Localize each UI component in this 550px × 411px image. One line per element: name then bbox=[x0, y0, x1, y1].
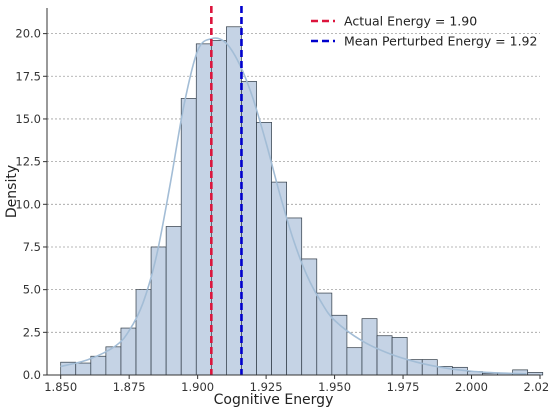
x-tick-label: 1.925 bbox=[250, 380, 283, 394]
y-tick-label: 5.0 bbox=[23, 283, 41, 297]
y-tick-label: 17.5 bbox=[15, 69, 41, 83]
legend-label-actual-energy: Actual Energy = 1.90 bbox=[344, 14, 477, 29]
reference-lines bbox=[210, 6, 243, 375]
legend-label-mean-perturbed-energy: Mean Perturbed Energy = 1.92 bbox=[344, 34, 537, 49]
y-tick-label: 12.5 bbox=[15, 155, 41, 169]
y-tick-label: 10.0 bbox=[15, 197, 41, 211]
x-tick-label: 1.950 bbox=[318, 380, 351, 394]
y-axis-ticks: 0.0 2.5 5.0 7.5 10.0 12.5 15.0 17.5 20.0 bbox=[15, 27, 47, 382]
histogram-bar bbox=[346, 347, 363, 376]
x-tick-label: 2.000 bbox=[455, 380, 488, 394]
histogram-bar bbox=[165, 226, 182, 376]
x-tick-label: 1.875 bbox=[113, 380, 146, 394]
legend: Actual Energy = 1.90 Mean Perturbed Ener… bbox=[311, 14, 537, 49]
x-tick-label: 2.025 bbox=[524, 380, 550, 394]
histogram-bar bbox=[421, 359, 438, 376]
histogram-bar bbox=[226, 26, 242, 376]
histogram-bar bbox=[180, 98, 197, 376]
kde-curve bbox=[60, 37, 527, 375]
x-tick-label: 1.850 bbox=[44, 380, 77, 394]
histogram-bar bbox=[241, 81, 257, 376]
histogram-bar bbox=[256, 122, 272, 376]
histogram-bars bbox=[60, 26, 544, 376]
histogram-bar bbox=[90, 355, 107, 376]
y-tick-label: 15.0 bbox=[15, 112, 41, 126]
y-tick-label: 20.0 bbox=[15, 27, 41, 41]
y-axis-title: Density bbox=[4, 165, 20, 218]
histogram-bar bbox=[316, 292, 333, 376]
histogram-bar bbox=[120, 327, 137, 376]
x-tick-label: 1.975 bbox=[387, 380, 420, 394]
x-axis-ticks: 1.850 1.875 1.900 1.925 1.950 1.975 2.000 2.025 bbox=[44, 375, 550, 394]
histogram-bar bbox=[376, 335, 393, 376]
histogram-bar bbox=[195, 43, 212, 376]
x-axis-title: Cognitive Energy bbox=[214, 392, 334, 408]
y-tick-label: 2.5 bbox=[23, 325, 41, 339]
y-tick-label: 7.5 bbox=[23, 240, 41, 254]
histogram-bar bbox=[75, 362, 92, 376]
histogram-bar bbox=[210, 40, 227, 376]
histogram-bar bbox=[301, 258, 318, 376]
x-tick-label: 1.900 bbox=[181, 380, 214, 394]
y-tick-label: 0.0 bbox=[23, 368, 41, 382]
